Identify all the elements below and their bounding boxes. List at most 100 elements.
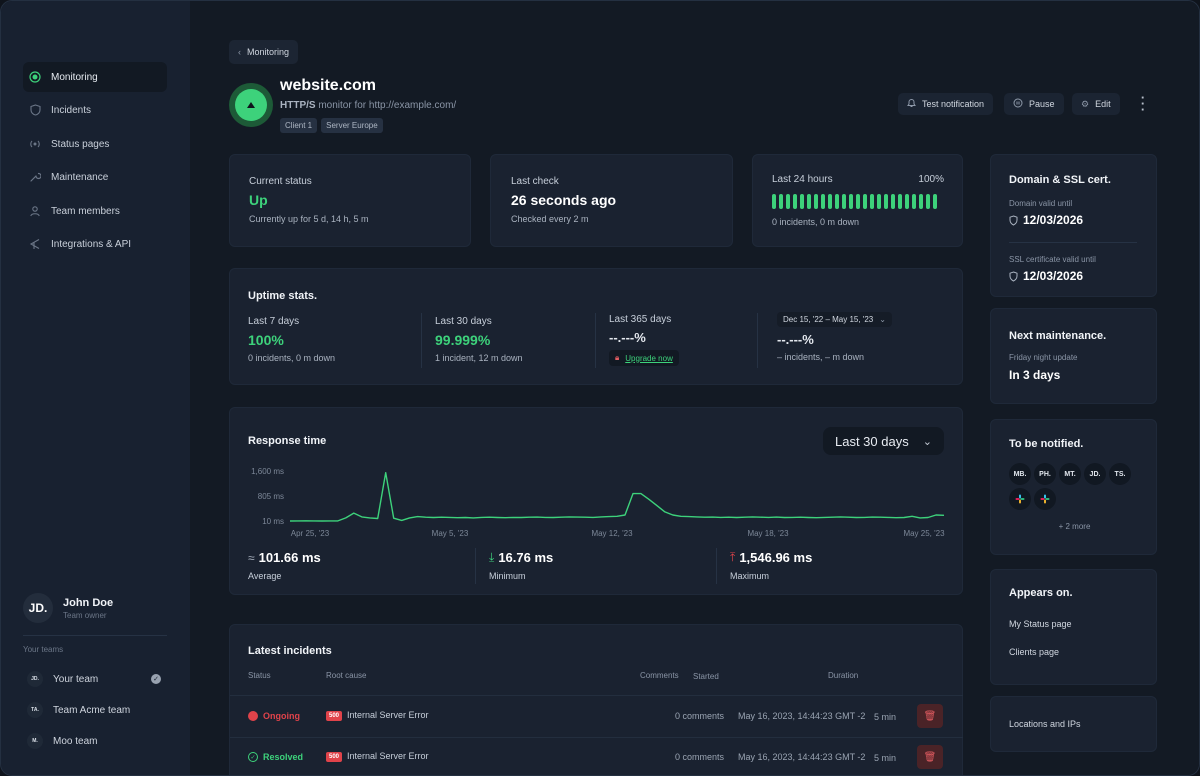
uptime-bar[interactable]: [800, 194, 804, 209]
uptime-bar[interactable]: [898, 194, 902, 209]
team-item-your-team[interactable]: JD. Your team ✓: [23, 667, 167, 691]
more-link[interactable]: + 2 more: [1058, 522, 1091, 531]
uptime-col-7d: Last 7 days 100% 0 incidents, 0 m down: [248, 316, 335, 363]
uptime-bar[interactable]: [828, 194, 832, 209]
status-page-link[interactable]: My Status page: [1009, 619, 1072, 629]
date-range-label: Dec 15, '22 – May 15, '23: [783, 315, 874, 324]
locations-card[interactable]: Locations and IPs: [990, 696, 1157, 752]
section-title: To be notified.: [1009, 438, 1084, 450]
avatar[interactable]: MT.: [1059, 463, 1081, 485]
x-tick-label: May 25, '23: [903, 529, 945, 538]
sidebar-item-label: Integrations & API: [51, 238, 132, 250]
avatar[interactable]: MB.: [1009, 463, 1031, 485]
uptime-bar[interactable]: [807, 194, 811, 209]
uptime-bar[interactable]: [793, 194, 797, 209]
sidebar-item-team-members[interactable]: Team members: [23, 196, 167, 226]
sidebar-item-status-pages[interactable]: Status pages: [23, 129, 167, 159]
col-header-comments: Comments: [640, 671, 679, 680]
team-badge: TA.: [27, 702, 43, 718]
arrow-down-icon: ⤓: [489, 550, 495, 564]
pause-button[interactable]: Pause: [1004, 93, 1064, 115]
uptime-bar[interactable]: [849, 194, 853, 209]
avatar[interactable]: PH.: [1034, 463, 1056, 485]
team-item-acme[interactable]: TA. Team Acme team: [23, 698, 167, 722]
uptime-bar[interactable]: [877, 194, 881, 209]
team-badge: JD.: [27, 671, 43, 687]
uptime-sub: 1 incident, 12 m down: [435, 353, 523, 363]
avatar[interactable]: TS.: [1109, 463, 1131, 485]
response-line[interactable]: [289, 471, 945, 522]
monitor-subtitle: HTTP/S monitor for http://example.com/: [280, 100, 456, 111]
sidebar-item-label: Incidents: [51, 104, 92, 116]
divider: [475, 548, 476, 584]
status-page-link[interactable]: Clients page: [1009, 647, 1060, 657]
divider: [421, 313, 422, 368]
sidebar-item-label: Maintenance: [51, 171, 109, 183]
uptime-bar[interactable]: [919, 194, 923, 209]
uptime-bar[interactable]: [772, 194, 776, 209]
uptime-bar[interactable]: [891, 194, 895, 209]
uptime-bar[interactable]: [884, 194, 888, 209]
uptime-value: 100%: [248, 332, 284, 348]
slack-icon[interactable]: [1034, 488, 1056, 510]
comments[interactable]: 0 comments: [675, 711, 725, 721]
avatar[interactable]: JD.: [1084, 463, 1106, 485]
date-range-dropdown[interactable]: Dec 15, '22 – May 15, '23 ⌄: [777, 312, 892, 327]
delete-button[interactable]: 🗑︎: [917, 745, 943, 769]
section-title: Next maintenance.: [1009, 330, 1107, 342]
main-content: ‹ Monitoring website.com HTTP/S monitor …: [190, 1, 1199, 775]
sidebar: Monitoring Incidents Status pages Mainte…: [1, 1, 190, 775]
uptime-bar[interactable]: [835, 194, 839, 209]
check-value: 26 seconds ago: [511, 192, 617, 208]
uptime-bar[interactable]: [863, 194, 867, 209]
section-title: Latest incidents: [248, 645, 332, 657]
tag[interactable]: Server Europe: [321, 118, 383, 133]
uptime-bar[interactable]: [856, 194, 860, 209]
col-header-root: Root cause: [326, 671, 367, 680]
button-label: Edit: [1095, 99, 1111, 109]
back-button[interactable]: ‹ Monitoring: [229, 40, 299, 64]
uptime-bar[interactable]: [912, 194, 916, 209]
uptime-bar[interactable]: [842, 194, 846, 209]
trash-icon: 🗑︎: [923, 710, 937, 722]
check-circle-icon: ✓: [248, 752, 258, 762]
teams-heading: Your teams: [23, 645, 64, 654]
uptime-bar[interactable]: [870, 194, 874, 209]
upgrade-button[interactable]: 🔒︎ Upgrade now: [609, 350, 679, 366]
shield-icon: [1009, 270, 1018, 282]
uptime-bar[interactable]: [905, 194, 909, 209]
slack-icon[interactable]: [1009, 488, 1031, 510]
more-options-icon[interactable]: · · ·: [1140, 90, 1146, 117]
uptime-bar[interactable]: [786, 194, 790, 209]
uptime-col-365d: Last 365 days --.---% 🔒︎ Upgrade now: [609, 314, 679, 366]
team-item-moo[interactable]: M. Moo team: [23, 729, 167, 753]
card-label: Last 24 hours: [772, 174, 833, 185]
section-title: Domain & SSL cert.: [1009, 174, 1111, 186]
to-be-notified-card: To be notified. MB. PH. MT. JD. TS. + 2 …: [990, 419, 1157, 555]
notify-integrations: [1009, 488, 1056, 510]
range-dropdown[interactable]: Last 30 days ⌄: [823, 427, 944, 455]
test-notification-button[interactable]: Test notification: [898, 93, 994, 115]
started: May 16, 2023, 14:44:23 GMT -2: [738, 711, 866, 721]
uptime-bar[interactable]: [933, 194, 937, 209]
sidebar-item-maintenance[interactable]: Maintenance: [23, 162, 167, 192]
sidebar-item-monitoring[interactable]: Monitoring: [23, 62, 167, 92]
section-title: Appears on.: [1009, 587, 1073, 599]
comments[interactable]: 0 comments: [675, 752, 725, 762]
appears-on-card: Appears on. My Status page Clients page: [990, 569, 1157, 685]
stat-label: Maximum: [730, 571, 770, 581]
uptime-bar[interactable]: [926, 194, 930, 209]
y-tick-label: 805 ms: [258, 492, 284, 501]
tag[interactable]: Client 1: [280, 118, 318, 133]
divider: [230, 695, 963, 696]
sidebar-item-incidents[interactable]: Incidents: [23, 95, 167, 125]
user-name: John Doe: [63, 596, 114, 609]
sidebar-item-integrations[interactable]: Integrations & API: [23, 229, 167, 259]
user-profile[interactable]: JD. John Doe Team owner: [23, 593, 113, 623]
uptime-bar[interactable]: [821, 194, 825, 209]
team-label: Team Acme team: [53, 704, 131, 716]
edit-button[interactable]: ⚙ Edit: [1072, 93, 1120, 115]
uptime-bar[interactable]: [779, 194, 783, 209]
delete-button[interactable]: 🗑︎: [917, 704, 943, 728]
uptime-bar[interactable]: [814, 194, 818, 209]
